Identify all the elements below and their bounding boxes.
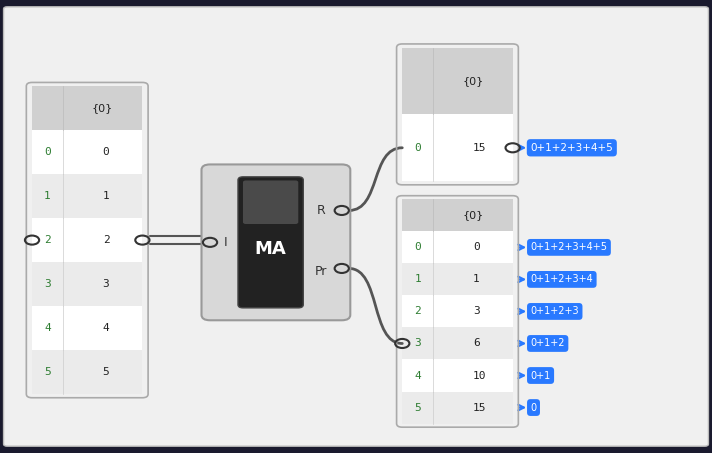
- Text: 1: 1: [103, 191, 110, 201]
- FancyBboxPatch shape: [243, 180, 298, 224]
- Text: 2: 2: [44, 235, 51, 245]
- Text: 5: 5: [103, 367, 110, 377]
- Text: 4: 4: [44, 323, 51, 333]
- FancyBboxPatch shape: [4, 7, 708, 446]
- Text: 3: 3: [103, 279, 110, 289]
- Text: 0+1+2+3+4+5: 0+1+2+3+4+5: [530, 143, 613, 153]
- Text: 2: 2: [103, 235, 110, 245]
- Text: 3: 3: [473, 306, 480, 317]
- Text: 6: 6: [473, 338, 480, 348]
- FancyBboxPatch shape: [32, 262, 142, 306]
- FancyBboxPatch shape: [32, 218, 142, 262]
- FancyBboxPatch shape: [238, 177, 303, 308]
- FancyBboxPatch shape: [402, 360, 513, 391]
- Text: 4: 4: [414, 371, 421, 381]
- Text: 1: 1: [473, 275, 480, 284]
- FancyBboxPatch shape: [402, 199, 513, 231]
- FancyBboxPatch shape: [402, 391, 513, 424]
- Text: 4: 4: [103, 323, 110, 333]
- FancyBboxPatch shape: [402, 295, 513, 328]
- Text: 0+1+2+3+4: 0+1+2+3+4: [530, 275, 593, 284]
- FancyBboxPatch shape: [402, 48, 513, 115]
- Text: 1: 1: [44, 191, 51, 201]
- FancyBboxPatch shape: [402, 231, 513, 263]
- FancyBboxPatch shape: [201, 164, 350, 320]
- Text: {0}: {0}: [462, 76, 483, 86]
- Text: 3: 3: [44, 279, 51, 289]
- Text: 0+1: 0+1: [530, 371, 550, 381]
- FancyBboxPatch shape: [32, 130, 142, 174]
- Text: Pr: Pr: [315, 265, 327, 278]
- Text: 0: 0: [530, 403, 537, 413]
- FancyBboxPatch shape: [32, 306, 142, 350]
- Text: 0+1+2+3: 0+1+2+3: [530, 306, 579, 317]
- Text: 15: 15: [473, 143, 486, 153]
- Text: 0: 0: [103, 147, 110, 157]
- Text: 5: 5: [414, 403, 421, 413]
- Text: {0}: {0}: [462, 210, 483, 220]
- Text: 0: 0: [414, 242, 421, 252]
- Text: I: I: [224, 236, 228, 249]
- Text: 0+1+2: 0+1+2: [530, 338, 565, 348]
- FancyBboxPatch shape: [402, 263, 513, 295]
- Text: 2: 2: [414, 306, 421, 317]
- Text: 0: 0: [473, 242, 480, 252]
- FancyBboxPatch shape: [32, 350, 142, 394]
- Text: 0: 0: [414, 143, 421, 153]
- Text: 5: 5: [44, 367, 51, 377]
- FancyBboxPatch shape: [32, 174, 142, 218]
- Text: 0: 0: [44, 147, 51, 157]
- Text: 0+1+2+3+4+5: 0+1+2+3+4+5: [530, 242, 607, 252]
- Text: 1: 1: [414, 275, 421, 284]
- Text: 15: 15: [473, 403, 486, 413]
- Text: 3: 3: [414, 338, 421, 348]
- FancyBboxPatch shape: [402, 328, 513, 360]
- Text: {0}: {0}: [92, 103, 113, 113]
- FancyBboxPatch shape: [32, 86, 142, 130]
- Text: 10: 10: [473, 371, 486, 381]
- FancyBboxPatch shape: [402, 115, 513, 181]
- Text: R: R: [316, 204, 325, 217]
- Text: MA: MA: [255, 240, 286, 258]
